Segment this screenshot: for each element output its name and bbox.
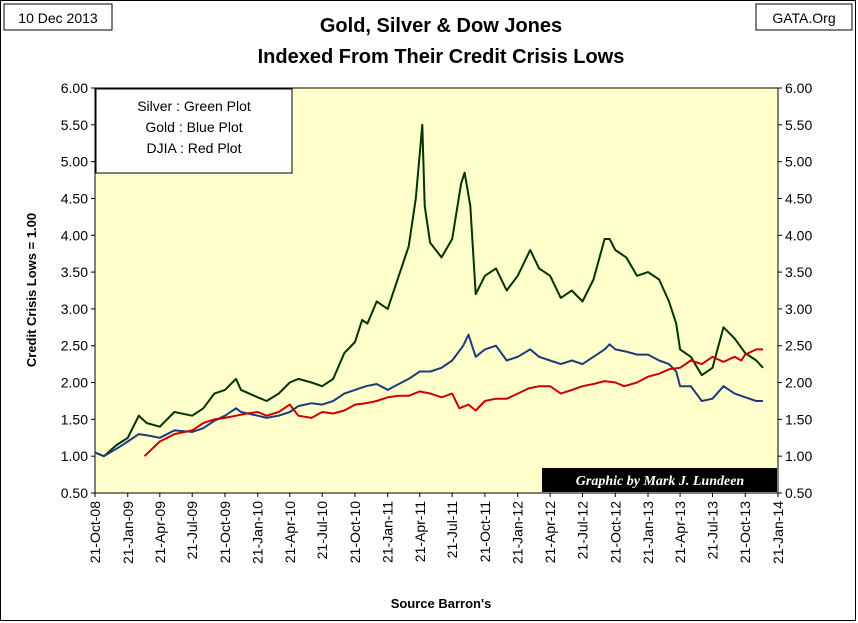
right-y-axis-ticks: 0.50 1.00 1.50 2.00 2.50 3.00 3.50 4.00 4.50 5.00… (778, 80, 812, 501)
y-tick-label-right: 2.50 (785, 338, 812, 354)
legend-gold: Gold : Blue Plot (145, 119, 242, 135)
x-tick-label: 21-Jan-10 (250, 501, 266, 564)
y-tick-label-right: 4.50 (785, 190, 812, 206)
x-tick-label: 21-Apr-09 (152, 501, 168, 563)
x-tick-label: 21-Oct-08 (87, 501, 103, 563)
y-tick-label-right: 1.50 (785, 411, 812, 427)
y-tick-label: 4.50 (61, 190, 88, 206)
y-tick-label: 4.00 (61, 227, 88, 243)
y-tick-label: 3.00 (61, 301, 88, 317)
y-tick-label: 6.00 (61, 80, 88, 96)
x-tick-label: 21-Jan-14 (770, 501, 786, 564)
x-tick-label: 21-Jan-12 (510, 501, 526, 564)
date-badge: 10 Dec 2013 (18, 10, 98, 26)
legend-djia: DJIA : Red Plot (147, 140, 242, 156)
series-layer (94, 123, 764, 458)
x-tick-label: 21-Jul-10 (314, 501, 330, 560)
x-tick-label: 21-Jul-09 (184, 501, 200, 560)
x-tick-label: 21-Oct-10 (347, 501, 363, 563)
djia-series-line (143, 348, 763, 457)
chart-title: Gold, Silver & Dow Jones (320, 15, 562, 37)
credit-text: Graphic by Mark J. Lundeen (576, 474, 745, 489)
x-tick-label: 21-Oct-09 (217, 501, 233, 563)
x-tick-label: 21-Jul-11 (444, 501, 460, 559)
x-axis-title: Source Barron's (391, 596, 492, 611)
y-tick-label-right: 1.00 (785, 448, 812, 464)
y-tick-label: 0.50 (61, 485, 88, 501)
y-tick-label: 2.50 (61, 338, 88, 354)
y-tick-label-right: 3.00 (785, 301, 812, 317)
x-tick-label: 21-Jan-13 (640, 501, 656, 564)
x-tick-label: 21-Oct-12 (607, 501, 623, 563)
y-tick-label-right: 4.00 (785, 227, 812, 243)
x-axis-ticks: 21-Oct-08 21-Jan-09 21-Apr-09 21-Jul-09 21-O… (87, 493, 786, 564)
y-tick-label-right: 5.50 (785, 117, 812, 133)
y-tick-label: 2.00 (61, 375, 88, 391)
x-tick-label: 21-Apr-10 (282, 501, 298, 563)
date-badge-box (3, 3, 113, 31)
y-tick-label-right: 5.00 (785, 154, 812, 170)
x-tick-label: 21-Jul-13 (704, 501, 720, 560)
y-tick-label: 1.50 (61, 411, 88, 427)
x-tick-label: 21-Jul-12 (575, 501, 591, 560)
y-tick-label: 3.50 (61, 264, 88, 280)
y-tick-label-right: 2.00 (785, 375, 812, 391)
chart-subtitle: Indexed From Their Credit Crisis Lows (258, 46, 625, 68)
y-tick-label: 5.50 (61, 117, 88, 133)
y-tick-label-right: 0.50 (785, 485, 812, 501)
x-tick-label: 21-Apr-12 (542, 501, 558, 563)
silver-series-line (94, 123, 764, 458)
x-tick-label: 21-Oct-13 (737, 501, 753, 563)
legend-box (95, 88, 293, 174)
y-tick-label: 1.00 (61, 448, 88, 464)
left-y-axis-ticks: 0.50 1.00 1.50 2.00 2.50 3.00 3.50 4.00 4.50 5.00… (61, 80, 95, 501)
legend-silver: Silver : Green Plot (137, 98, 251, 114)
x-tick-label: 21-Jan-09 (120, 501, 136, 564)
y-axis-title: Credit Crisis Lows = 1.00 (24, 213, 39, 367)
y-tick-label-right: 6.00 (785, 80, 812, 96)
source-badge-box (755, 3, 853, 31)
x-tick-label: 21-Apr-13 (672, 501, 688, 563)
y-tick-label-right: 3.50 (785, 264, 812, 280)
y-tick-label: 5.00 (61, 154, 88, 170)
x-tick-label: 21-Apr-11 (412, 501, 428, 562)
x-tick-label: 21-Jan-11 (380, 501, 396, 563)
x-tick-label: 21-Oct-11 (477, 501, 493, 562)
credit-box (542, 468, 777, 492)
source-badge: GATA.Org (772, 10, 835, 26)
